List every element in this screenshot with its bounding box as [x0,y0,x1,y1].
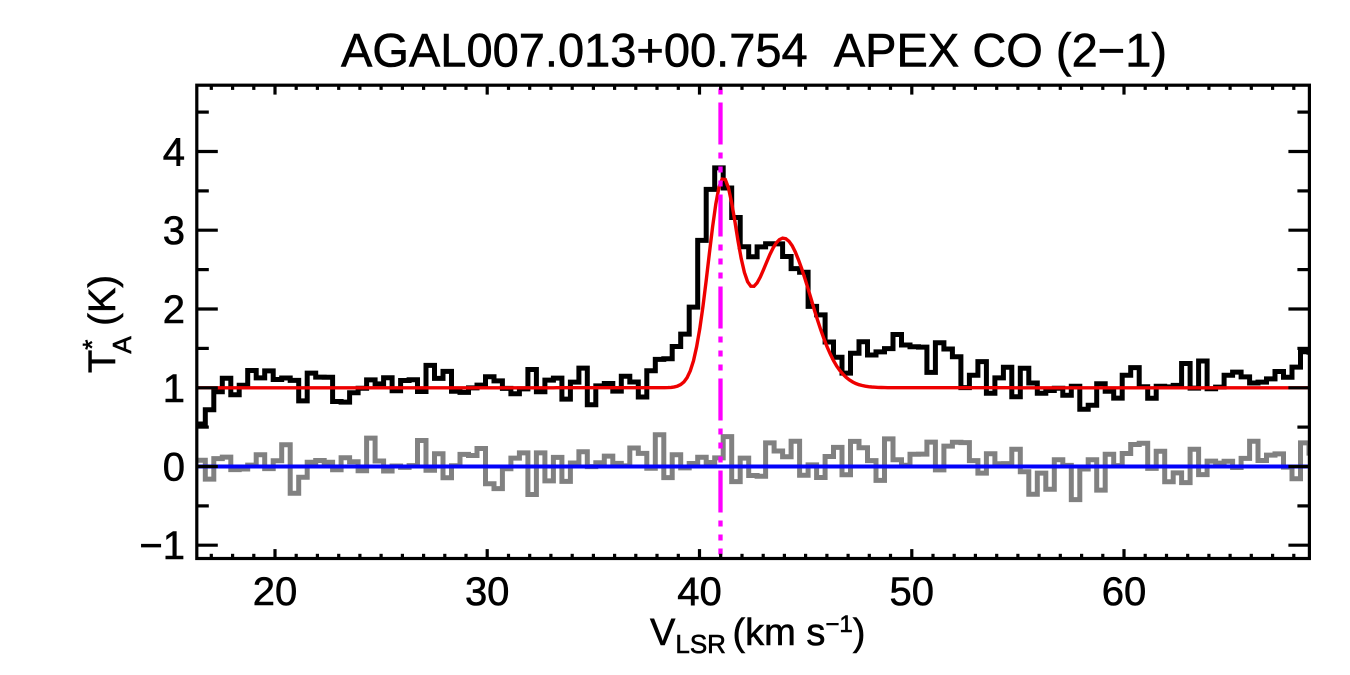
svg-text:AGAL007.013+00.754 APEX CO (2: AGAL007.013+00.754 APEX CO (2−1) [341,24,1167,77]
svg-text:3: 3 [163,209,185,253]
svg-text:40: 40 [677,570,722,614]
svg-text:60: 60 [1102,570,1147,614]
svg-text:2: 2 [163,288,185,332]
svg-text:1: 1 [163,367,185,411]
svg-text:20: 20 [253,570,298,614]
svg-text:50: 50 [890,570,935,614]
svg-text:4: 4 [163,131,185,175]
svg-text:−1: −1 [139,524,185,568]
svg-text:30: 30 [465,570,510,614]
svg-text:0: 0 [163,446,185,490]
